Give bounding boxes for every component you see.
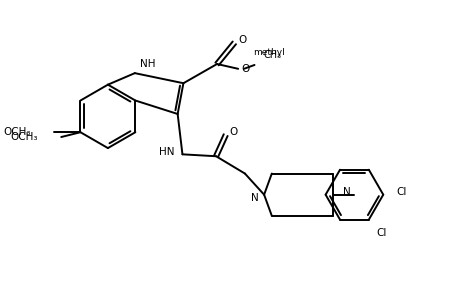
Text: OCH₃: OCH₃ [3, 127, 30, 137]
Text: HN: HN [159, 147, 174, 158]
Text: O: O [237, 35, 246, 45]
Text: Cl: Cl [376, 228, 386, 238]
Text: N: N [342, 187, 350, 197]
Text: O: O [241, 64, 249, 74]
Text: NH: NH [140, 58, 155, 68]
Text: Cl: Cl [396, 187, 406, 197]
Text: CH₃: CH₃ [263, 50, 280, 60]
Text: OCH₃: OCH₃ [11, 132, 38, 142]
Text: methyl: methyl [252, 48, 284, 57]
Text: O: O [229, 127, 237, 137]
Text: N: N [250, 193, 258, 202]
